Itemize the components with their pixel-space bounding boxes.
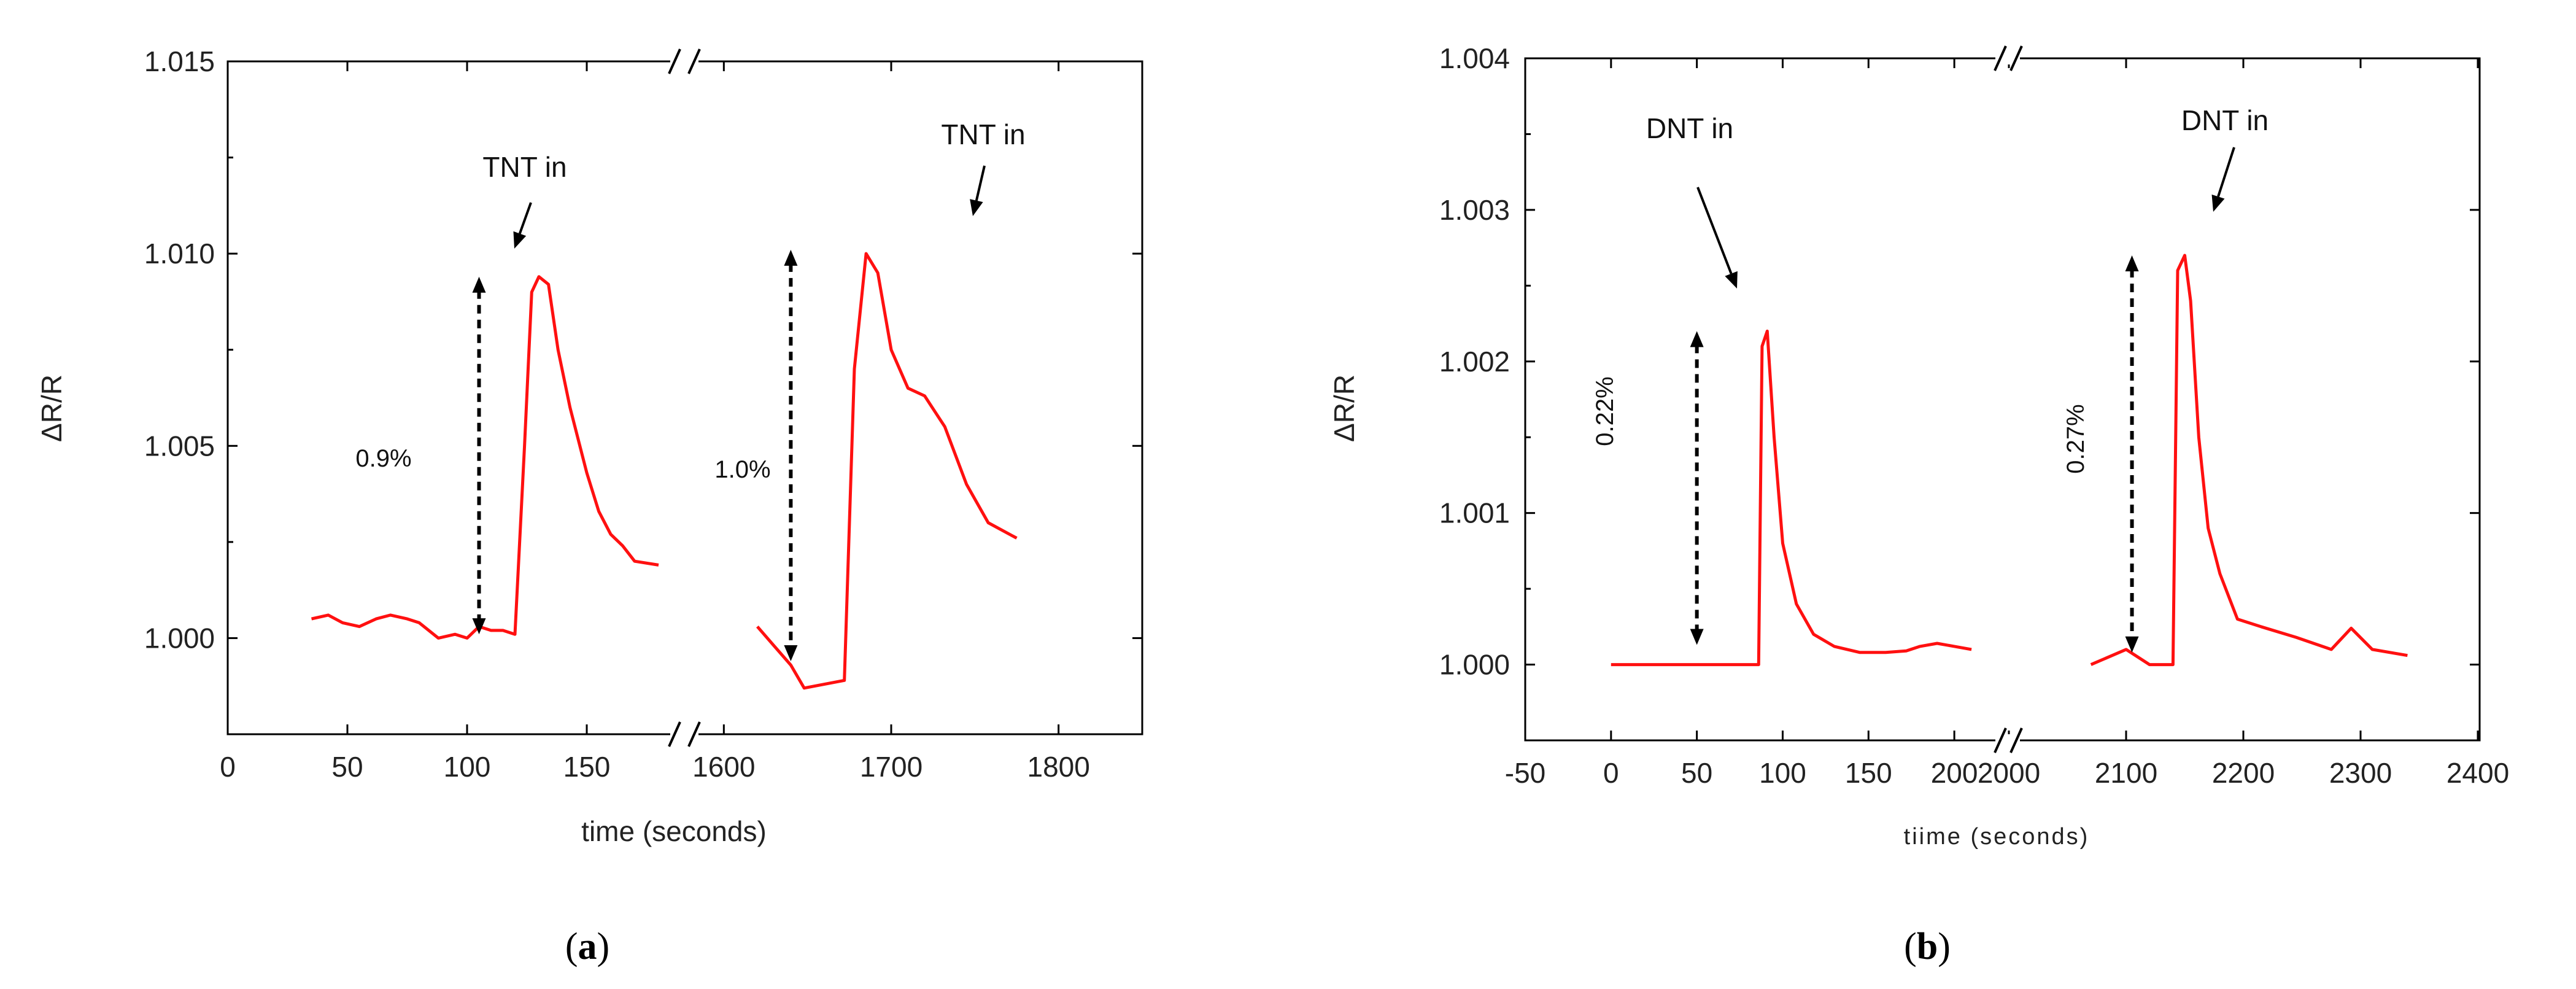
plot-frame-b	[1524, 57, 2481, 742]
y-tick-label-b-2: 1.002	[1439, 346, 1510, 378]
magnitude-arrowhead-top-b-1	[2125, 255, 2139, 271]
annotation-tnt-in-1: TNT in	[482, 151, 567, 183]
magnitude-arrowhead-top-a-0	[472, 276, 486, 293]
x-tick-label-a-0-1: 50	[331, 751, 363, 783]
x-tick-label-a-1-2: 1800	[1027, 751, 1089, 783]
x-tick-label-b-1-4: 2400	[2446, 757, 2509, 789]
axis-break-b-top	[1994, 45, 2023, 71]
x-tick-label-b-0-5: 200	[1931, 757, 1978, 789]
x-axis-label-b: tiime (seconds)	[1904, 824, 2090, 850]
y-tick-label-b-4: 1.004	[1439, 42, 1510, 74]
x-tick-label-a-1-0: 1600	[692, 751, 755, 783]
x-tick-label-b-1-3: 2300	[2329, 757, 2392, 789]
magnitude-arrowhead-top-a-1	[784, 249, 798, 266]
annotation-0.22-percent: 0.22%	[1592, 376, 1619, 446]
x-tick-label-b-1-2: 2200	[2212, 757, 2275, 789]
x-tick-label-b-0-4: 150	[1845, 757, 1892, 789]
series-line-a-1	[756, 252, 1018, 690]
y-tick-label-b-3: 1.003	[1439, 194, 1510, 226]
series-line-b-0	[1611, 329, 1972, 667]
x-tick-label-b-1-1: 2100	[2095, 757, 2157, 789]
injection-arrow-b-1	[2217, 147, 2235, 197]
y-tick-label-b-1: 1.001	[1439, 497, 1510, 529]
y-axis-label-b: ΔR/R	[1328, 374, 1360, 442]
injection-arrow-a-1	[975, 165, 986, 201]
caption-a: (a)	[565, 926, 609, 968]
x-tick-label-a-0-2: 100	[444, 751, 491, 783]
y-axis-label-a: ΔR/R	[36, 374, 68, 442]
y-tick-label-a-0: 1.000	[144, 622, 215, 654]
chart-panel-b: 1.000 1.001 1.002 1.003 1.004 -50 0 50 100 150 20…	[1328, 42, 2509, 968]
x-tick-label-a-0-3: 150	[563, 751, 611, 783]
chart-panel-a: 1.000 1.005 1.010 1.015 0 50 100 150 1600 1700 18…	[36, 45, 1143, 968]
x-tick-label-b-0-1: 0	[1603, 757, 1619, 789]
axis-break-a-top	[668, 48, 701, 74]
magnitude-arrowhead-bottom-a-0	[472, 618, 486, 635]
magnitude-arrowhead-bottom-a-1	[784, 645, 798, 662]
annotation-dnt-in-2: DNT in	[2181, 104, 2269, 136]
injection-arrowhead-a-0	[513, 231, 527, 249]
injection-arrow-b-0	[1696, 187, 1733, 274]
magnitude-arrowhead-top-b-0	[1690, 331, 1704, 347]
y-tick-label-a-3: 1.015	[144, 45, 215, 77]
magnitude-arrowhead-bottom-b-1	[2125, 636, 2139, 653]
x-tick-label-a-1-1: 1700	[860, 751, 922, 783]
annotation-1.0-percent: 1.0%	[714, 456, 770, 483]
injection-arrowhead-a-1	[970, 199, 983, 216]
injection-arrowhead-b-1	[2211, 194, 2225, 212]
y-tick-label-a-2: 1.010	[144, 238, 215, 270]
annotation-dnt-in-1: DNT in	[1646, 112, 1733, 144]
series-line-a-0	[311, 275, 659, 640]
injection-arrow-a-0	[518, 202, 532, 235]
caption-b: (b)	[1904, 926, 1951, 968]
x-axis-label-a: time (seconds)	[581, 815, 767, 847]
annotation-0.27-percent: 0.27%	[2062, 404, 2089, 473]
x-tick-label-b-0-2: 50	[1681, 757, 1712, 789]
x-tick-label-a-0-0: 0	[220, 751, 236, 783]
series-line-b-1	[2090, 254, 2408, 667]
x-tick-label-b-0-0: -50	[1505, 757, 1545, 789]
axis-break-b-bottom	[1994, 727, 2023, 753]
y-tick-label-b-0: 1.000	[1439, 649, 1510, 681]
x-tick-label-b-1-0: 2000	[1978, 757, 2040, 789]
magnitude-arrowhead-bottom-b-0	[1690, 629, 1704, 645]
y-tick-label-a-1: 1.005	[144, 430, 215, 462]
plot-frame-a	[226, 60, 1143, 735]
annotation-tnt-in-2: TNT in	[941, 118, 1025, 150]
axis-break-a-bottom	[668, 721, 701, 747]
annotation-0.9-percent: 0.9%	[355, 445, 411, 472]
x-tick-label-b-0-3: 100	[1759, 757, 1806, 789]
injection-arrowhead-b-0	[1725, 271, 1738, 289]
